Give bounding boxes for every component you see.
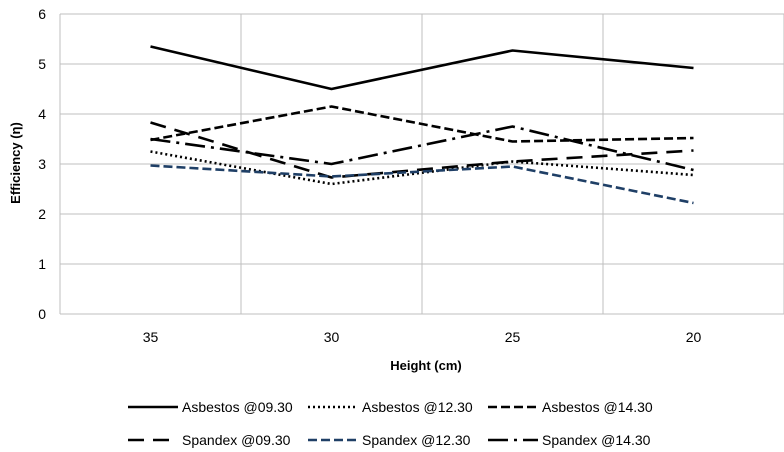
x-tick-label: 35 [143,329,159,345]
grid [59,13,784,315]
y-axis-title: Efficiency (η) [8,122,23,204]
legend-label-2: Asbestos @12.30 [362,399,473,415]
y-tick-label: 3 [38,156,46,172]
series-line-6 [150,125,694,172]
x-tick-label: 30 [324,329,340,345]
legend-label-3: Asbestos @14.30 [542,399,653,415]
legend: Asbestos @09.30 Asbestos @12.30 Asbestos @… [128,399,653,448]
series-lines [150,45,694,205]
y-tick-label: 4 [38,106,46,122]
x-tick-label: 20 [686,329,702,345]
series-line-2 [150,150,694,186]
y-axis-ticks: 0 1 2 3 4 5 6 [38,6,46,322]
y-tick-label: 2 [38,206,46,222]
x-tick-label: 25 [505,329,521,345]
x-axis-ticks: 35 30 25 20 [143,329,702,345]
series-line-4 [150,121,694,179]
y-tick-label: 0 [38,306,46,322]
legend-label-6: Spandex @14.30 [542,432,651,448]
legend-label-1: Asbestos @09.30 [182,399,293,415]
series-line-1 [150,45,694,91]
y-tick-label: 5 [38,56,46,72]
y-tick-label: 1 [38,256,46,272]
legend-label-5: Spandex @12.30 [362,432,471,448]
x-axis-title: Height (cm) [390,358,462,373]
legend-label-4: Spandex @09.30 [182,432,291,448]
y-tick-label: 6 [38,6,46,22]
series-line-3 [150,105,694,143]
